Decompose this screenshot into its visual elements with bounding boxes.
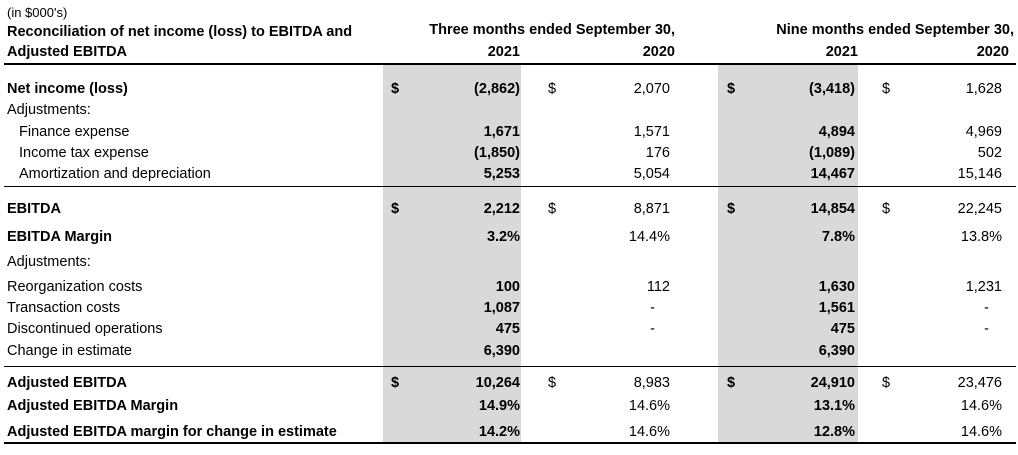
cell-q3-2021: 14.9%	[478, 398, 520, 414]
cell-q3-2020: 2,070	[633, 81, 670, 97]
year-header-q3-2021: 2021	[487, 44, 520, 60]
cell-ytd-2020: 23,476	[957, 375, 1002, 391]
cell-q3-2021: 14.2%	[478, 424, 520, 440]
currency-symbol: $	[548, 81, 557, 97]
row-label: Net income (loss)	[7, 81, 128, 97]
cell-q3-2020: 112	[646, 279, 670, 295]
currency-symbol: $	[727, 375, 736, 391]
three-months-header: Three months ended September 30,	[429, 22, 675, 38]
cell-ytd-2021: 13.1%	[813, 398, 855, 414]
cell-ytd-2020: 13.8%	[960, 229, 1002, 245]
cell-q3-2021: 1,087	[483, 300, 520, 316]
cell-ytd-2020: 1,231	[965, 279, 1002, 295]
table-title-line1: Reconciliation of net income (loss) to E…	[7, 24, 353, 40]
cell-ytd-2020: 22,245	[957, 201, 1002, 217]
cell-q3-2021: 1,671	[483, 124, 520, 140]
cell-ytd-2021: 14,854	[810, 201, 855, 217]
currency-symbol: $	[391, 201, 400, 217]
cell-q3-2020: 1,571	[633, 124, 670, 140]
bottom-rule	[4, 442, 1016, 444]
cell-q3-2020: 14.6%	[628, 398, 670, 414]
cell-ytd-2020: 502	[977, 145, 1002, 161]
cell-q3-2020: 14.6%	[628, 424, 670, 440]
shade-ytd-2021-column	[718, 64, 858, 444]
currency-symbol: $	[882, 81, 891, 97]
units-note: (in $000's)	[7, 5, 68, 20]
ebitda-rule	[4, 186, 1016, 187]
row-label: Adjusted EBITDA Margin	[7, 398, 179, 414]
cell-q3-2020: 5,054	[633, 166, 670, 182]
cell-q3-2020: 14.4%	[628, 229, 670, 245]
row-label: Income tax expense	[19, 145, 149, 161]
row-label: Adjusted EBITDA	[7, 375, 128, 391]
cell-q3-2020: -	[650, 300, 655, 316]
cell-q3-2020: 176	[645, 145, 670, 161]
nine-months-header: Nine months ended September 30,	[776, 22, 1014, 38]
shade-q3-2021-column	[383, 64, 521, 444]
adjusted-ebitda-rule	[4, 366, 1016, 367]
cell-ytd-2020: 1,628	[965, 81, 1002, 97]
currency-symbol: $	[391, 81, 400, 97]
currency-symbol: $	[391, 375, 400, 391]
cell-ytd-2021: 12.8%	[813, 424, 855, 440]
table-title-line2: Adjusted EBITDA	[7, 44, 128, 60]
year-header-ytd-2021: 2021	[825, 44, 858, 60]
cell-ytd-2021: 24,910	[810, 375, 855, 391]
cell-ytd-2021: 7.8%	[821, 229, 855, 245]
row-label: Adjustments:	[7, 102, 91, 118]
cell-q3-2021: 5,253	[483, 166, 520, 182]
cell-q3-2021: 100	[495, 279, 520, 295]
row-label: EBITDA	[7, 201, 61, 217]
row-label: Adjustments:	[7, 254, 91, 270]
year-header-q3-2020: 2020	[642, 44, 675, 60]
header-rule	[4, 63, 1016, 65]
currency-symbol: $	[727, 201, 736, 217]
cell-q3-2021: 10,264	[475, 375, 520, 391]
cell-q3-2021: (2,862)	[474, 81, 520, 97]
currency-symbol: $	[727, 81, 736, 97]
currency-symbol: $	[548, 201, 557, 217]
row-label: Change in estimate	[7, 343, 132, 359]
year-header-ytd-2020: 2020	[976, 44, 1009, 60]
cell-q3-2021: (1,850)	[474, 145, 520, 161]
currency-symbol: $	[882, 201, 891, 217]
cell-q3-2021: 3.2%	[486, 229, 520, 245]
cell-ytd-2021: 4,894	[818, 124, 855, 140]
row-label: Amortization and depreciation	[19, 166, 211, 182]
cell-q3-2021: 6,390	[483, 343, 520, 359]
cell-ytd-2021: (1,089)	[809, 145, 855, 161]
cell-q3-2020: 8,871	[633, 201, 670, 217]
cell-ytd-2021: 475	[830, 321, 855, 337]
cell-q3-2020: 8,983	[633, 375, 670, 391]
row-label: Adjusted EBITDA margin for change in est…	[7, 424, 337, 440]
row-label: Discontinued operations	[7, 321, 163, 337]
cell-q3-2021: 475	[495, 321, 520, 337]
cell-ytd-2021: 14,467	[810, 166, 855, 182]
cell-ytd-2020: 14.6%	[960, 424, 1002, 440]
row-label: Reorganization costs	[7, 279, 143, 295]
cell-ytd-2020: -	[984, 321, 989, 337]
cell-ytd-2021: 1,561	[818, 300, 855, 316]
cell-q3-2020: -	[650, 321, 655, 337]
cell-ytd-2020: -	[984, 300, 989, 316]
row-label: Finance expense	[19, 124, 130, 140]
cell-ytd-2020: 15,146	[957, 166, 1002, 182]
cell-q3-2021: 2,212	[483, 201, 520, 217]
cell-ytd-2021: (3,418)	[809, 81, 855, 97]
cell-ytd-2021: 1,630	[818, 279, 855, 295]
cell-ytd-2020: 14.6%	[960, 398, 1002, 414]
cell-ytd-2020: 4,969	[965, 124, 1002, 140]
currency-symbol: $	[548, 375, 557, 391]
row-label: Transaction costs	[7, 300, 121, 316]
row-label: EBITDA Margin	[7, 229, 112, 245]
currency-symbol: $	[882, 375, 891, 391]
cell-ytd-2021: 6,390	[818, 343, 855, 359]
